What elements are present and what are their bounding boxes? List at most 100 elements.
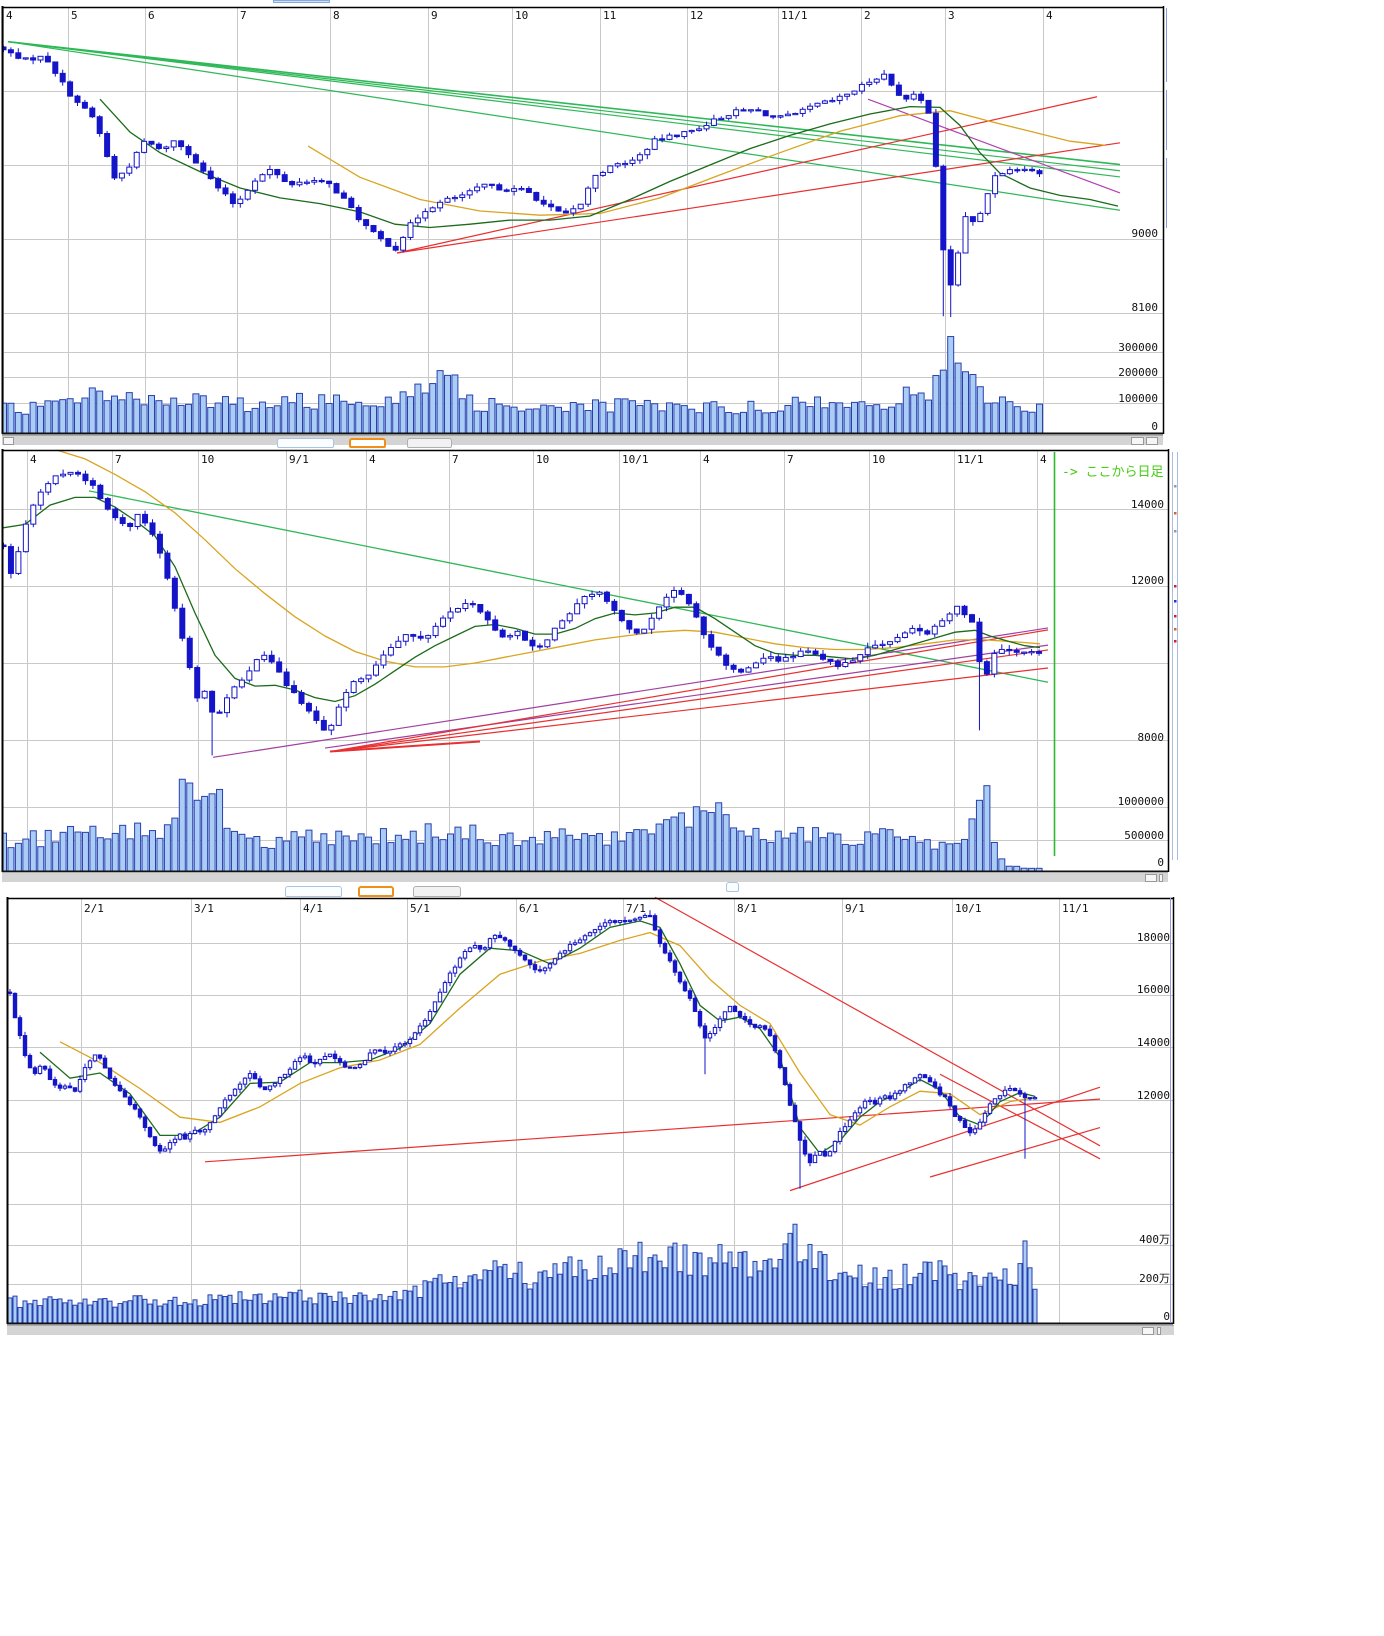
svg-text:9/1: 9/1 [289,453,309,466]
long-ma-orange [56,449,1041,668]
long-ma-orange [307,110,1106,216]
svg-text:6/1: 6/1 [519,902,539,915]
purple-support-1 [212,627,1049,758]
tab-chip-gray-row1[interactable] [407,438,452,448]
svg-text:200000: 200000 [1118,366,1158,379]
chart3-scroll-button-b[interactable] [1157,1327,1161,1335]
svg-text:4/1: 4/1 [303,902,323,915]
svg-text:4: 4 [1040,453,1047,466]
svg-text:500000: 500000 [1124,829,1164,842]
short-ma-green [99,98,1119,229]
svg-text:9/1: 9/1 [845,902,865,915]
chart2-scroll-button-b[interactable] [1159,874,1163,882]
svg-text:7: 7 [452,453,459,466]
red-descending-short [939,1073,1101,1160]
svg-text:0: 0 [1151,420,1158,433]
svg-text:4: 4 [1046,9,1053,22]
weekly-chart-panel-top[interactable]: 4 5 6 7 8 9 10 11 12 11/1 2 3 4 9000 8100 300000 200000 1… [1,6,1167,435]
svg-text:11/1: 11/1 [1062,902,1089,915]
svg-text:10: 10 [515,9,528,22]
svg-text:7: 7 [240,9,247,22]
red-rising-2 [789,1086,1101,1192]
red-fan-3 [329,667,1049,753]
daily-start-annotation: -> ここから日足 [1062,465,1164,480]
svg-text:12000: 12000 [1137,1089,1170,1102]
svg-text:5/1: 5/1 [410,902,430,915]
svg-text:100000: 100000 [1118,392,1158,405]
svg-text:8: 8 [333,9,340,22]
svg-text:12000: 12000 [1131,574,1164,587]
svg-text:8000: 8000 [1138,731,1165,744]
green-fan-4 [7,41,1121,211]
chart1-scroll-button-b[interactable] [1146,437,1158,445]
svg-text:4: 4 [369,453,376,466]
chart2-scroll-button-a[interactable] [1145,874,1157,882]
long-ma-orange [59,931,1036,1126]
weekly-chart-top-series [3,40,1121,433]
svg-text:7: 7 [787,453,794,466]
chart1-scroll-button-a[interactable] [1131,437,1144,445]
red-rising-upper [396,96,1098,254]
svg-text:10/1: 10/1 [955,902,982,915]
svg-text:7: 7 [115,453,122,466]
svg-text:2: 2 [864,9,871,22]
svg-text:5: 5 [71,9,78,22]
tab-chip-white-row1[interactable] [277,438,334,448]
svg-text:11: 11 [603,9,616,22]
svg-text:0: 0 [1157,856,1164,869]
chart3-hscrollbar[interactable] [7,1325,1174,1335]
svg-text:3/1: 3/1 [194,902,214,915]
svg-text:8/1: 8/1 [737,902,757,915]
svg-text:9000: 9000 [1132,227,1159,240]
green-fan-3 [7,41,1121,178]
svg-text:1000000: 1000000 [1118,795,1164,808]
svg-text:300000: 300000 [1118,341,1158,354]
svg-text:11/1: 11/1 [781,9,808,22]
svg-text:10: 10 [872,453,885,466]
weekly-chart-middle-series [3,449,1049,871]
svg-text:4: 4 [30,453,37,466]
red-fan-1 [329,629,1049,753]
svg-text:0: 0 [1163,1310,1170,1323]
svg-text:400万: 400万 [1139,1233,1170,1246]
chart1-scroll-left-button[interactable] [3,437,14,445]
daily-chart-panel-bottom[interactable]: 2/1 3/1 4/1 5/1 6/1 7/1 8/1 9/1 10/1 11/1 18000 160… [6,896,1175,1325]
svg-text:14000: 14000 [1137,1036,1170,1049]
red-base-segment [329,740,481,753]
green-resistance [88,490,1049,683]
red-fan-2 [329,649,1049,753]
svg-text:14000: 14000 [1131,498,1164,511]
scrollbar-thumb-chip[interactable] [726,882,739,892]
svg-text:7/1: 7/1 [626,902,646,915]
svg-text:4: 4 [6,9,13,22]
weekly-chart-panel-middle[interactable]: 4 7 10 9/1 4 7 10 10/1 4 7 10 11/1 4 14000 12000 8000 10… [0,449,1178,873]
svg-text:9: 9 [431,9,438,22]
svg-text:11/1: 11/1 [957,453,984,466]
svg-text:8100: 8100 [1132,301,1159,314]
svg-text:6: 6 [148,9,155,22]
svg-text:18000: 18000 [1137,931,1170,944]
tab-chip-gray-row2[interactable] [413,886,461,897]
chart2-hscrollbar[interactable] [2,872,1168,882]
svg-text:12: 12 [690,9,703,22]
red-rising-long [204,1098,1101,1163]
chart1-hscrollbar[interactable] [2,435,1163,445]
svg-text:200万: 200万 [1139,1272,1170,1285]
daily-chart-bottom-series [8,896,1101,1323]
green-fan-2 [7,41,1121,172]
tab-chip-white-row2[interactable] [285,886,342,897]
svg-text:16000: 16000 [1137,983,1170,996]
tab-chip-orange-row2[interactable] [358,886,394,897]
svg-text:10: 10 [201,453,214,466]
svg-text:3: 3 [948,9,955,22]
chart3-scroll-button-a[interactable] [1142,1327,1154,1335]
tab-chip-orange-row1[interactable] [349,438,386,448]
svg-text:4: 4 [703,453,710,466]
svg-text:2/1: 2/1 [84,902,104,915]
svg-text:10/1: 10/1 [622,453,649,466]
red-rising-3 [929,1127,1101,1178]
top-edge-partial-tab[interactable] [273,0,330,3]
svg-text:10: 10 [536,453,549,466]
